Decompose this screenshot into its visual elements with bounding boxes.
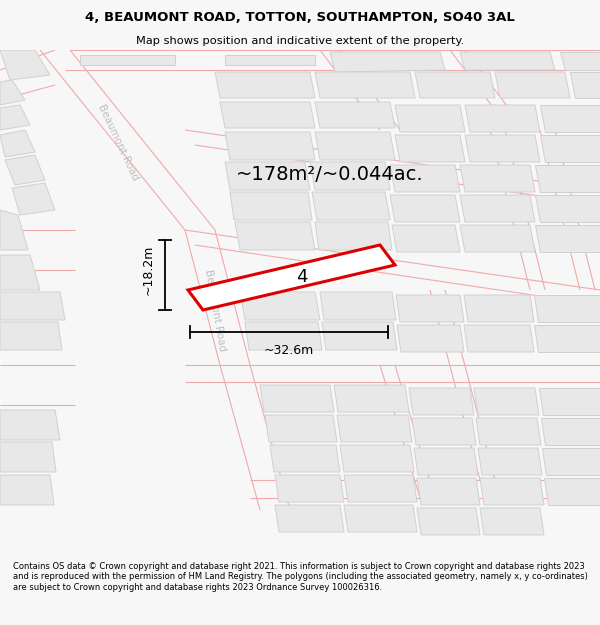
Text: Contains OS data © Crown copyright and database right 2021. This information is : Contains OS data © Crown copyright and d… [13, 562, 588, 592]
Polygon shape [395, 135, 465, 162]
Polygon shape [460, 195, 535, 222]
Polygon shape [310, 162, 390, 190]
Polygon shape [188, 245, 395, 310]
Text: Beaumont Road: Beaumont Road [96, 102, 140, 182]
Polygon shape [409, 388, 474, 415]
Polygon shape [230, 192, 312, 220]
Polygon shape [0, 255, 40, 290]
Polygon shape [312, 192, 390, 220]
Polygon shape [539, 388, 600, 415]
Polygon shape [240, 292, 320, 320]
Text: 4, BEAUMONT ROAD, TOTTON, SOUTHAMPTON, SO40 3AL: 4, BEAUMONT ROAD, TOTTON, SOUTHAMPTON, S… [85, 11, 515, 24]
Polygon shape [460, 225, 535, 252]
Polygon shape [560, 52, 600, 70]
Text: Map shows position and indicative extent of the property.: Map shows position and indicative extent… [136, 36, 464, 46]
Polygon shape [0, 322, 62, 350]
Polygon shape [265, 415, 337, 442]
Polygon shape [464, 295, 534, 322]
Polygon shape [315, 102, 395, 128]
Polygon shape [534, 295, 600, 322]
Polygon shape [417, 508, 480, 535]
Polygon shape [245, 322, 322, 350]
Text: ~18.2m: ~18.2m [142, 245, 155, 295]
Polygon shape [541, 418, 600, 445]
Polygon shape [460, 52, 555, 70]
Polygon shape [80, 55, 175, 65]
Polygon shape [480, 508, 544, 535]
Polygon shape [414, 448, 478, 475]
Polygon shape [225, 132, 315, 160]
Polygon shape [337, 415, 412, 442]
Polygon shape [330, 52, 445, 72]
Text: ~32.6m: ~32.6m [264, 344, 314, 357]
Text: ~178m²/~0.044ac.: ~178m²/~0.044ac. [236, 166, 424, 184]
Polygon shape [535, 225, 600, 252]
Polygon shape [465, 135, 540, 162]
Polygon shape [570, 72, 600, 98]
Polygon shape [0, 105, 30, 130]
Polygon shape [275, 505, 344, 532]
Polygon shape [5, 155, 45, 185]
Polygon shape [460, 165, 535, 192]
Polygon shape [260, 385, 334, 412]
Polygon shape [0, 210, 28, 250]
Polygon shape [235, 222, 315, 250]
Polygon shape [392, 225, 460, 252]
Polygon shape [534, 325, 600, 352]
Polygon shape [0, 130, 35, 157]
Polygon shape [320, 292, 396, 320]
Polygon shape [0, 50, 50, 80]
Polygon shape [344, 475, 417, 502]
Polygon shape [0, 410, 60, 440]
Polygon shape [544, 478, 600, 505]
Polygon shape [542, 448, 600, 475]
Text: Beaumont Road: Beaumont Road [203, 268, 227, 352]
Polygon shape [275, 475, 344, 502]
Polygon shape [334, 385, 409, 412]
Polygon shape [0, 292, 65, 320]
Polygon shape [476, 418, 541, 445]
Polygon shape [322, 322, 397, 350]
Polygon shape [397, 325, 464, 352]
Polygon shape [474, 388, 539, 415]
Polygon shape [270, 445, 340, 472]
Polygon shape [340, 445, 414, 472]
Polygon shape [415, 72, 495, 98]
Polygon shape [464, 325, 534, 352]
Polygon shape [344, 505, 417, 532]
Polygon shape [0, 442, 56, 472]
Polygon shape [225, 162, 310, 190]
Polygon shape [390, 165, 460, 192]
Polygon shape [220, 102, 315, 128]
Polygon shape [12, 183, 55, 215]
Polygon shape [417, 478, 480, 505]
Polygon shape [478, 448, 542, 475]
Polygon shape [396, 295, 464, 322]
Polygon shape [315, 72, 415, 98]
Polygon shape [225, 55, 315, 65]
Polygon shape [215, 72, 315, 98]
Text: 4: 4 [296, 269, 307, 286]
Polygon shape [465, 105, 540, 132]
Polygon shape [535, 195, 600, 222]
Polygon shape [395, 105, 465, 132]
Polygon shape [0, 80, 25, 105]
Polygon shape [390, 195, 460, 222]
Polygon shape [540, 105, 600, 132]
Polygon shape [315, 132, 395, 160]
Polygon shape [412, 418, 476, 445]
Polygon shape [540, 135, 600, 162]
Polygon shape [495, 72, 570, 98]
Polygon shape [535, 165, 600, 192]
Polygon shape [0, 475, 54, 505]
Polygon shape [315, 222, 392, 250]
Polygon shape [480, 478, 544, 505]
